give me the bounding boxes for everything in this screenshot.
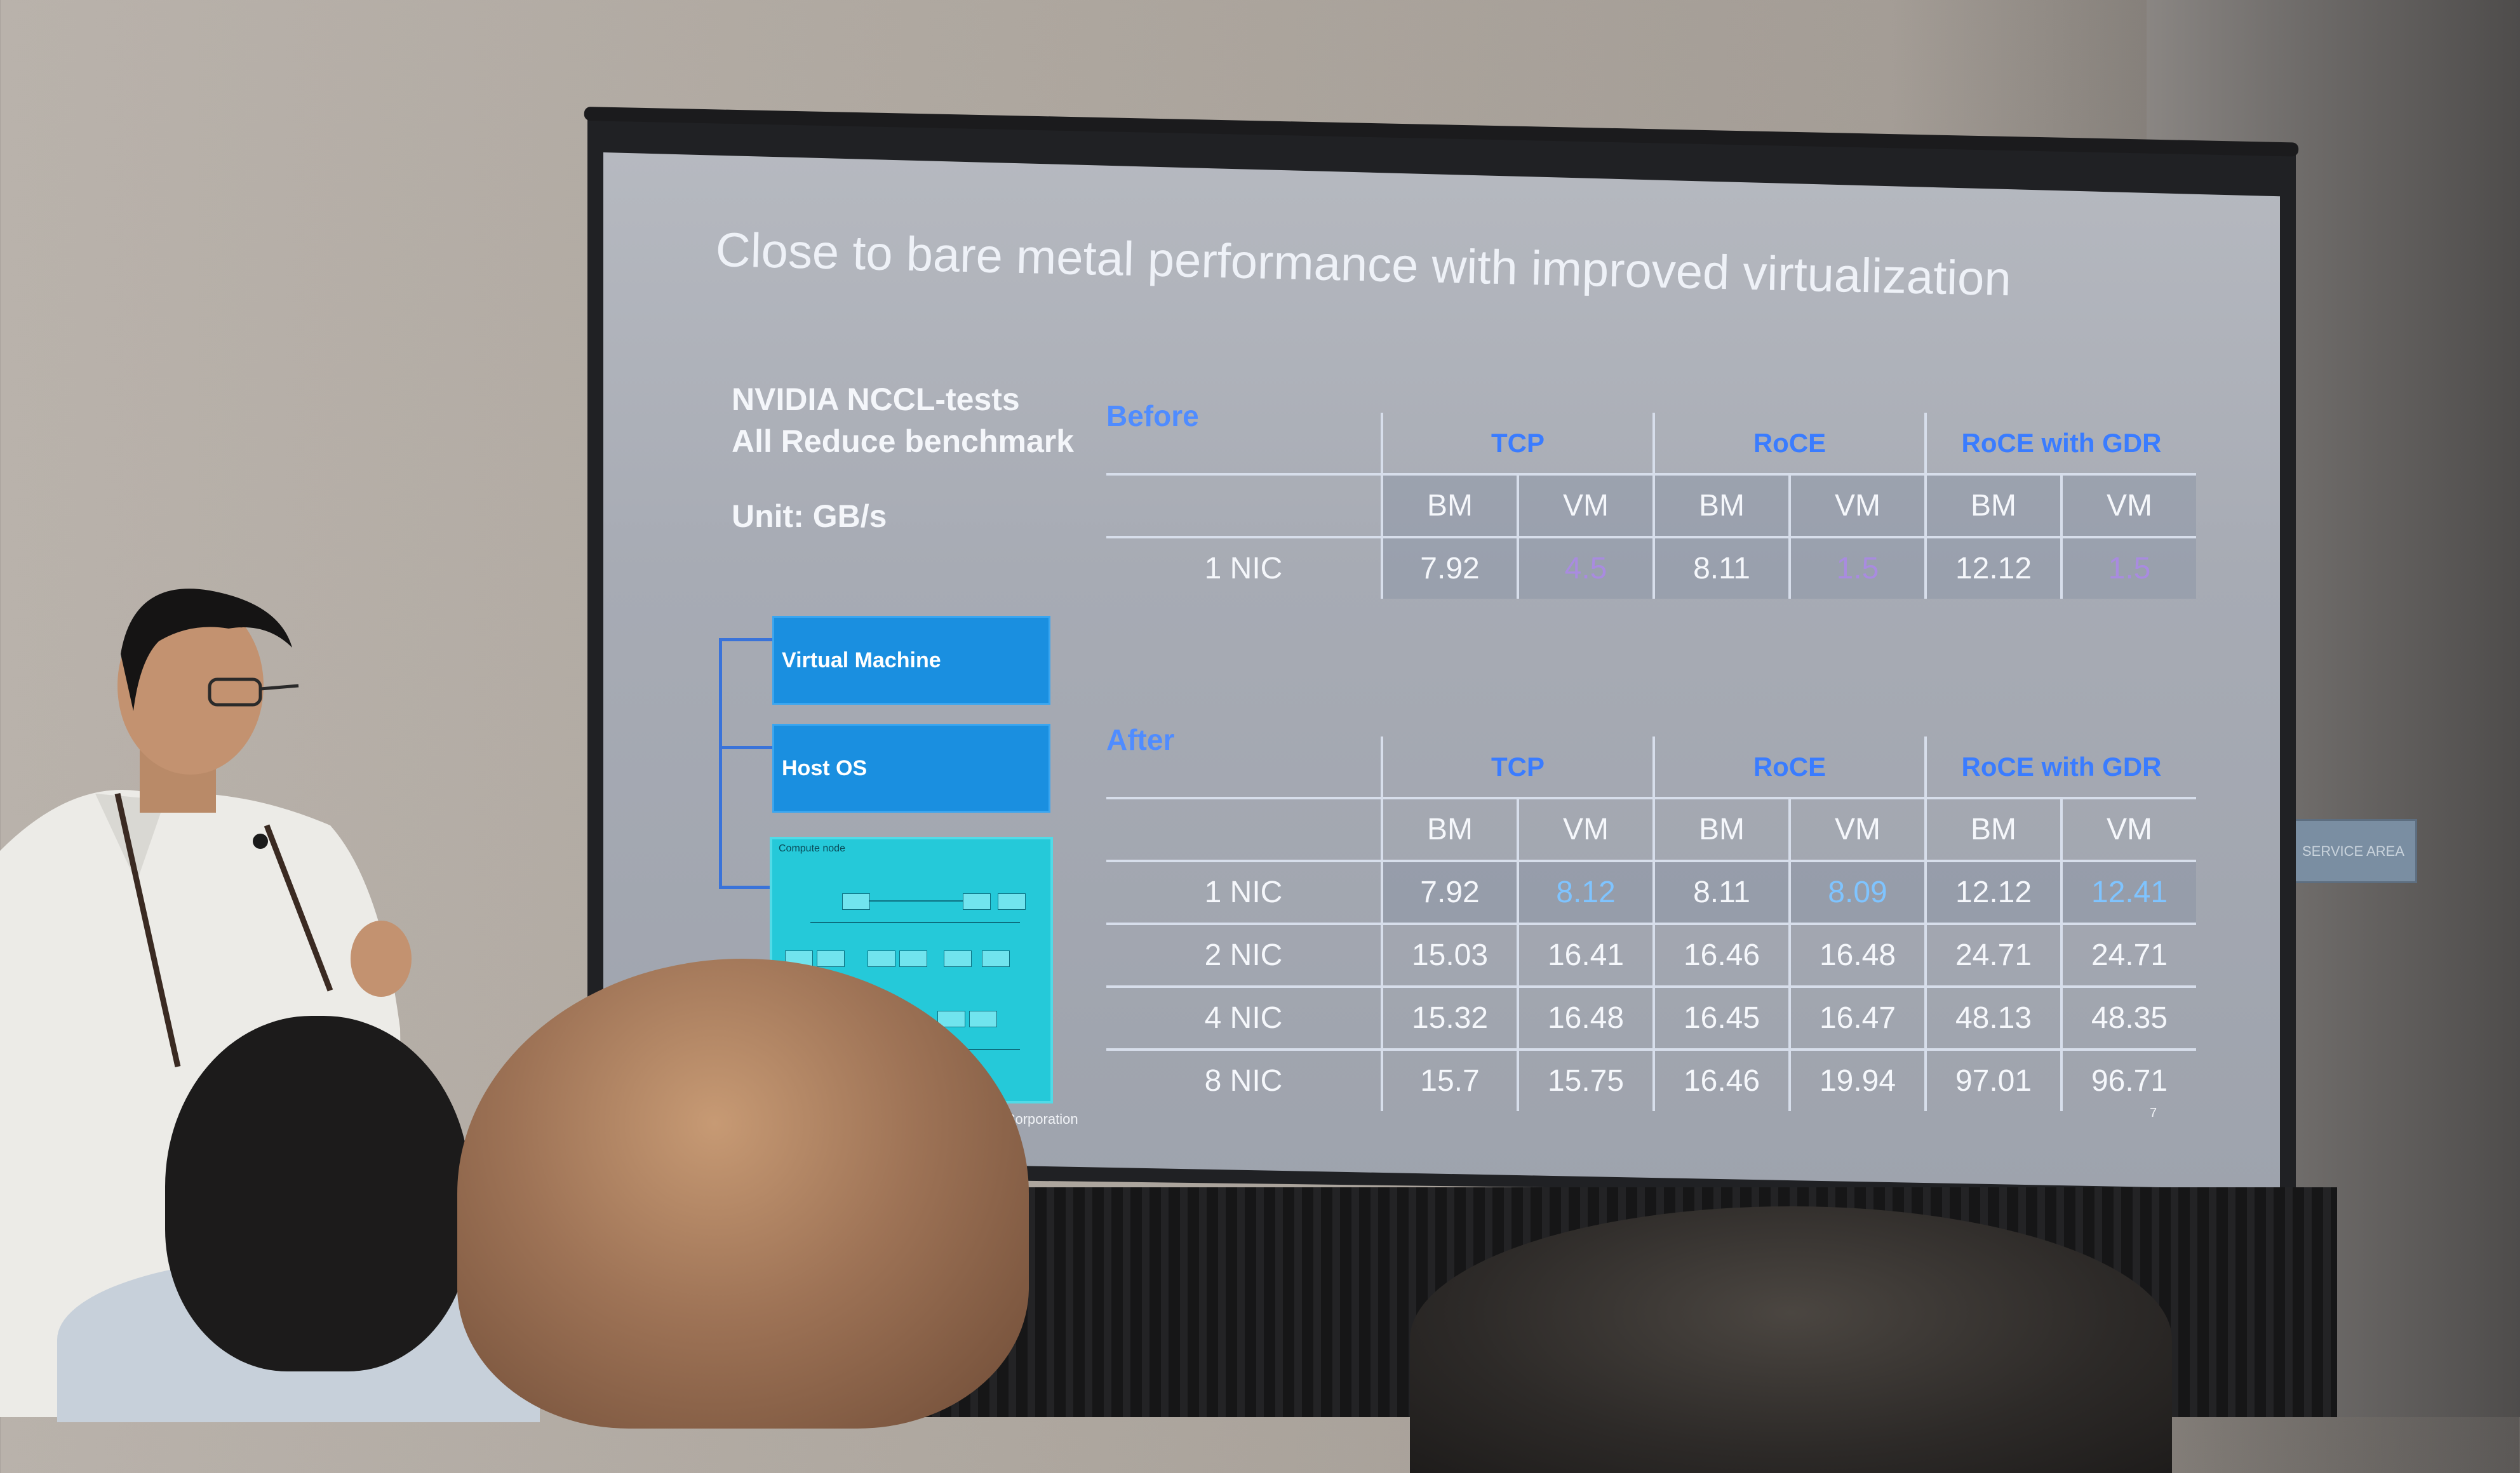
value-cell: 4.5 — [1517, 537, 1654, 599]
value-cell: 15.7 — [1381, 1050, 1518, 1111]
after-table: TCP RoCE RoCE with GDR BM VM BM VM BM VM… — [1106, 736, 2196, 1111]
page-number: 7 — [2150, 1106, 2157, 1120]
row-label: 2 NIC — [1106, 924, 1382, 988]
table-row: 4 NIC 15.32 16.48 16.45 16.47 48.13 48.3… — [1106, 987, 2196, 1051]
table-row: 1 NIC 7.92 4.5 8.11 1.5 12.12 1.5 — [1106, 537, 2196, 599]
value-cell: 8.11 — [1652, 537, 1790, 599]
subheader-bm: BM — [1924, 474, 2061, 538]
table-row: 2 NIC 15.03 16.41 16.46 16.48 24.71 24.7… — [1106, 924, 2196, 988]
gpu-chip-icon — [944, 950, 972, 967]
corner-cell — [1106, 413, 1382, 476]
value-cell: 48.35 — [2060, 987, 2196, 1051]
subheader-vm: VM — [2060, 474, 2196, 538]
subheader-vm: VM — [1788, 474, 1926, 538]
table-row: 1 NIC 7.92 8.12 8.11 8.09 12.12 12.41 — [1106, 861, 2196, 925]
diagram-connector — [719, 886, 773, 889]
subheader-vm: VM — [1517, 474, 1654, 538]
subheader-bm: BM — [1381, 798, 1518, 862]
subheader-vm: VM — [1517, 798, 1654, 862]
host-os-label: Host OS — [782, 756, 868, 780]
unit-label: Unit: GB/s — [732, 498, 887, 534]
value-cell: 16.46 — [1652, 924, 1790, 988]
subheader-bm: BM — [1652, 474, 1790, 538]
subheader-bm: BM — [1652, 798, 1790, 862]
value-cell: 7.92 — [1381, 537, 1518, 599]
value-cell: 12.12 — [1924, 537, 2061, 599]
value-cell: 16.41 — [1517, 924, 1654, 988]
group-header-roce-gdr: RoCE with GDR — [1924, 736, 2196, 799]
row-label: 4 NIC — [1106, 987, 1382, 1051]
value-cell: 16.47 — [1788, 987, 1926, 1051]
group-header-roce: RoCE — [1652, 413, 1926, 476]
cpu-chip-icon — [842, 893, 870, 910]
virtual-machine-box: Virtual Machine — [772, 616, 1050, 705]
compute-node-label: Compute node — [779, 843, 845, 854]
value-cell: 12.41 — [2060, 861, 2196, 925]
benchmark-name: NVIDIA NCCL-tests — [732, 382, 1020, 417]
virtual-machine-label: Virtual Machine — [782, 648, 941, 672]
subheader-vm: VM — [2060, 798, 2196, 862]
diagram-connector — [719, 746, 773, 749]
benchmark-type: All Reduce benchmark — [732, 423, 1075, 459]
before-table: TCP RoCE RoCE with GDR BM VM BM VM BM VM… — [1106, 413, 2196, 599]
value-cell: 15.03 — [1381, 924, 1518, 988]
gpu-chip-icon — [982, 950, 1010, 967]
value-cell: 8.12 — [1517, 861, 1654, 925]
bus-line — [810, 922, 1020, 923]
value-cell: 8.11 — [1652, 861, 1790, 925]
gpu-chip-icon — [817, 950, 845, 967]
corner-cell — [1106, 798, 1382, 862]
value-cell: 24.71 — [2060, 924, 2196, 988]
audience-member-head — [457, 959, 1029, 1429]
value-cell: 16.45 — [1652, 987, 1790, 1051]
diagram-connector — [719, 638, 722, 889]
group-header-roce-gdr: RoCE with GDR — [1924, 413, 2196, 476]
cpu-chip-icon — [998, 893, 1026, 910]
subheader-bm: BM — [1924, 798, 2061, 862]
value-cell: 1.5 — [1788, 537, 1926, 599]
value-cell: 24.71 — [1924, 924, 2061, 988]
subheader-bm: BM — [1381, 474, 1518, 538]
value-cell: 1.5 — [2060, 537, 2196, 599]
value-cell: 16.46 — [1652, 1050, 1790, 1111]
subheader-vm: VM — [1788, 798, 1926, 862]
value-cell: 19.94 — [1788, 1050, 1926, 1111]
value-cell: 48.13 — [1924, 987, 2061, 1051]
gpu-chip-icon — [899, 950, 927, 967]
value-cell: 8.09 — [1788, 861, 1926, 925]
host-os-box: Host OS — [772, 724, 1050, 813]
bus-line — [869, 900, 963, 902]
value-cell: 7.92 — [1381, 861, 1518, 925]
corner-cell — [1106, 474, 1382, 538]
audience-member-head — [1410, 1206, 2172, 1473]
row-label: 1 NIC — [1204, 552, 1283, 585]
row-label: 8 NIC — [1204, 1064, 1283, 1098]
gpu-chip-icon — [868, 950, 895, 967]
row-label: 1 NIC — [1106, 861, 1382, 925]
nic-chip-icon — [969, 1011, 997, 1027]
wall-sign: SERVICE AREA — [2289, 819, 2417, 883]
value-cell: 15.32 — [1381, 987, 1518, 1051]
corner-cell — [1106, 736, 1382, 799]
table-row: 8 NIC 15.7 15.75 16.46 19.94 97.01 96.71 — [1106, 1050, 2196, 1111]
value-cell: 12.12 — [1924, 861, 2061, 925]
cpu-chip-icon — [963, 893, 991, 910]
value-cell: 97.01 — [1924, 1050, 2061, 1111]
value-cell: 16.48 — [1517, 987, 1654, 1051]
diagram-connector — [719, 638, 773, 641]
group-header-tcp: TCP — [1381, 413, 1654, 476]
value-cell: 15.75 — [1517, 1050, 1654, 1111]
value-cell: 96.71 — [2060, 1050, 2196, 1111]
group-header-tcp: TCP — [1381, 736, 1654, 799]
value-cell: 16.48 — [1788, 924, 1926, 988]
group-header-roce: RoCE — [1652, 736, 1926, 799]
audience-member-head — [165, 1016, 470, 1371]
